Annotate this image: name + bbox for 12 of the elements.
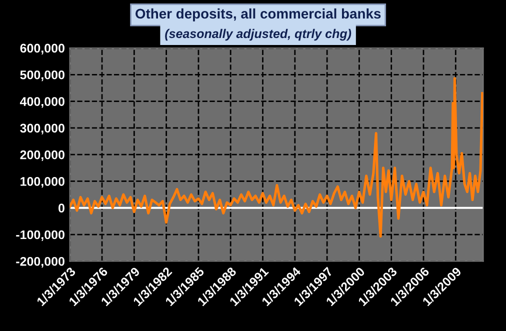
chart-title: Other deposits, all commercial banks xyxy=(136,8,381,22)
line-series xyxy=(70,77,484,238)
y-tick-label: -100,000 xyxy=(16,230,64,241)
y-tick-label: -200,000 xyxy=(16,256,64,268)
y-tick-label: 400,000 xyxy=(20,97,64,108)
y-tick-label: 500,000 xyxy=(20,70,64,82)
y-tick-label: 0 xyxy=(58,204,64,213)
chart-subtitle: (seasonally adjusted, qtrly chg) xyxy=(165,28,352,41)
y-tick-label: 200,000 xyxy=(20,150,64,162)
y-tick-label: 600,000 xyxy=(20,44,64,54)
y-tick-label: 100,000 xyxy=(20,177,64,188)
y-tick-label: 300,000 xyxy=(20,124,64,134)
